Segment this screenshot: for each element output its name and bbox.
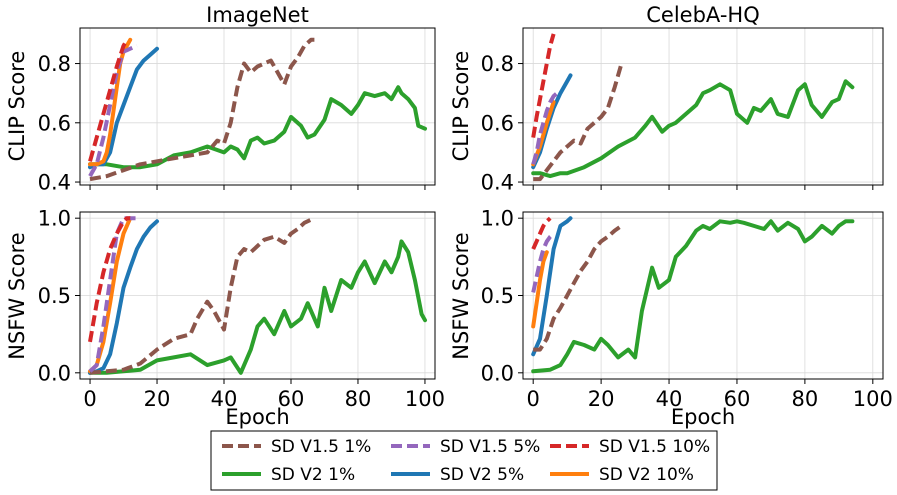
- x-tick-label: 0: [83, 387, 96, 411]
- y-axis-label: CLIP Score: [449, 51, 473, 162]
- series-line-sd-v2-1: [88, 239, 427, 375]
- x-tick-label: 20: [588, 387, 615, 411]
- series-line-sd-v1-5-5: [531, 232, 555, 293]
- x-tick-label: 40: [211, 387, 238, 411]
- legend-frame: [210, 430, 718, 491]
- legend-entry: SD V2 5%: [391, 465, 524, 485]
- series-line-sd-v1-5-1: [89, 216, 316, 375]
- series-line-sd-v2-10: [531, 250, 549, 329]
- series-line-sd-v1-5-10: [88, 38, 129, 162]
- legend-entry: SD V1.5 10%: [550, 437, 710, 457]
- legend-entry: SD V1.5 5%: [391, 437, 540, 457]
- series-line-sd-v1-5-1: [89, 37, 315, 182]
- x-tick-label: 80: [345, 387, 372, 411]
- y-tick-label: 0.6: [38, 111, 71, 135]
- y-tick-label: 1.0: [38, 207, 71, 231]
- series-line-sd-v1-5-10: [88, 216, 131, 343]
- panel-imagenet-clip: 0.4 0.6 0.8 ImageNet CLIP Score: [5, 3, 436, 195]
- x-tick-label: 0: [527, 387, 540, 411]
- y-tick-label: 0.0: [38, 361, 71, 385]
- y-axis-label: CLIP Score: [5, 51, 29, 162]
- series-line-sd-v2-1: [88, 85, 427, 170]
- x-axis-label: Epoch: [225, 405, 289, 429]
- y-tick-label: 0.5: [481, 284, 514, 308]
- y-tick-label: 0.0: [481, 361, 514, 385]
- legend: SD V1.5 1% SD V1.5 5% SD V1.5 10% SD V2 …: [210, 430, 718, 491]
- legend-entry: SD V2 10%: [550, 465, 694, 485]
- panel-imagenet-nsfw: 0 20 40 60 80 100 0.0 0.5 1.0 NSFW Score Epoch: [5, 207, 445, 429]
- x-tick-label: 100: [853, 387, 893, 411]
- y-tick-label: 0.4: [38, 171, 71, 195]
- y-axis-label: NSFW Score: [449, 232, 473, 359]
- x-tick-label: 80: [792, 387, 819, 411]
- y-tick-label: 0.6: [481, 111, 514, 135]
- x-tick-label: 60: [724, 387, 751, 411]
- y-axis-label: NSFW Score: [5, 232, 29, 359]
- legend-label: SD V2 1%: [271, 465, 355, 485]
- series-line-sd-v1-5-5: [531, 91, 559, 165]
- series-line-sd-v1-5-5: [88, 43, 138, 178]
- panel-title: ImageNet: [206, 3, 309, 27]
- series-line-sd-v2-1: [531, 219, 855, 374]
- x-tick-label: 100: [405, 387, 445, 411]
- y-tick-label: 0.5: [38, 284, 71, 308]
- series-line-sd-v1-5-10: [531, 216, 552, 250]
- series-line-sd-v2-5: [88, 46, 159, 170]
- series-line-sd-v1-5-1: [533, 224, 623, 352]
- legend-entry: SD V1.5 1%: [222, 437, 371, 457]
- legend-label: SD V1.5 5%: [440, 437, 540, 457]
- y-tick-label: 0.8: [38, 52, 71, 76]
- y-tick-label: 1.0: [481, 207, 514, 231]
- panel-title: CelebA-HQ: [646, 3, 759, 27]
- legend-entry: SD V2 1%: [222, 465, 355, 485]
- x-tick-label: 40: [656, 387, 683, 411]
- series-line-sd-v2-5: [531, 216, 573, 357]
- x-axis-label: Epoch: [671, 405, 735, 429]
- series-line-sd-v1-5-1: [533, 62, 624, 182]
- y-tick-label: 0.4: [481, 171, 514, 195]
- x-tick-label: 60: [278, 387, 305, 411]
- y-tick-label: 0.8: [481, 52, 514, 76]
- x-tick-label: 20: [144, 387, 171, 411]
- legend-label: SD V2 5%: [440, 465, 524, 485]
- panel-celeba-nsfw: 0 20 40 60 80 100 0.0 0.5 1.0 NSFW Score Epoch: [449, 207, 893, 429]
- series-line-sd-v2-1: [531, 79, 855, 179]
- series-line-sd-v2-5: [88, 219, 159, 375]
- panel-celeba-clip: 0.4 0.6 0.8 CelebA-HQ CLIP Score: [449, 3, 884, 195]
- legend-label: SD V1.5 10%: [599, 437, 710, 457]
- series-line-sd-v1-5-10: [531, 33, 556, 138]
- legend-label: SD V1.5 1%: [271, 437, 371, 457]
- legend-label: SD V2 10%: [599, 465, 694, 485]
